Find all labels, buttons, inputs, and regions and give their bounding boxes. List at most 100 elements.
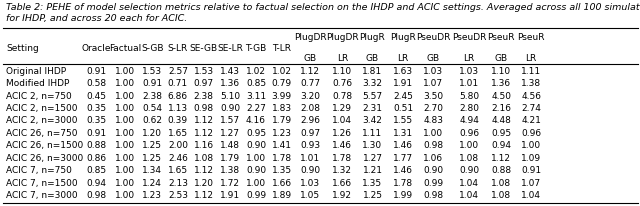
Text: ACIC 2, n=750: ACIC 2, n=750 <box>6 91 72 101</box>
Text: 1.02: 1.02 <box>271 67 292 76</box>
Text: 3.32: 3.32 <box>362 79 383 88</box>
Text: S-GB: S-GB <box>141 44 164 53</box>
Text: 2.74: 2.74 <box>521 104 541 113</box>
Text: 5.57: 5.57 <box>362 91 383 101</box>
Text: 2.27: 2.27 <box>246 104 266 113</box>
Text: 1.00: 1.00 <box>115 166 135 175</box>
Text: 0.90: 0.90 <box>459 166 479 175</box>
Text: 1.12: 1.12 <box>193 116 214 125</box>
Text: 1.06: 1.06 <box>423 154 444 163</box>
Text: 1.16: 1.16 <box>193 141 214 150</box>
Text: 1.78: 1.78 <box>332 154 353 163</box>
Text: 1.08: 1.08 <box>193 154 214 163</box>
Text: 1.01: 1.01 <box>459 79 479 88</box>
Text: 1.35: 1.35 <box>362 179 383 188</box>
Text: 1.12: 1.12 <box>300 67 321 76</box>
Text: 1.21: 1.21 <box>362 166 383 175</box>
Text: 1.04: 1.04 <box>332 116 353 125</box>
Text: 4.48: 4.48 <box>491 116 511 125</box>
Text: 1.91: 1.91 <box>393 79 413 88</box>
Text: 1.04: 1.04 <box>459 191 479 200</box>
Text: PlugR: PlugR <box>360 33 385 42</box>
Text: 1.26: 1.26 <box>332 129 353 138</box>
Text: 1.36: 1.36 <box>491 79 511 88</box>
Text: 1.57: 1.57 <box>220 116 241 125</box>
Text: PseuDR: PseuDR <box>416 33 451 42</box>
Text: 1.46: 1.46 <box>393 166 413 175</box>
Text: Setting: Setting <box>6 44 39 53</box>
Text: 1.65: 1.65 <box>168 166 188 175</box>
Text: ACIC 2, n=3000: ACIC 2, n=3000 <box>6 116 78 125</box>
Text: 2.38: 2.38 <box>193 91 214 101</box>
Text: 0.97: 0.97 <box>300 129 321 138</box>
Text: 0.91: 0.91 <box>86 67 106 76</box>
Text: 0.91: 0.91 <box>86 129 106 138</box>
Text: 1.08: 1.08 <box>491 179 511 188</box>
Text: 0.88: 0.88 <box>86 141 106 150</box>
Text: 2.96: 2.96 <box>300 116 321 125</box>
Text: 1.20: 1.20 <box>142 129 163 138</box>
Text: 3.20: 3.20 <box>300 91 321 101</box>
Text: 1.27: 1.27 <box>362 154 383 163</box>
Text: 0.96: 0.96 <box>521 129 541 138</box>
Text: 1.29: 1.29 <box>332 104 353 113</box>
Text: 1.07: 1.07 <box>423 79 444 88</box>
Text: 1.48: 1.48 <box>220 141 241 150</box>
Text: 0.39: 0.39 <box>168 116 188 125</box>
Text: 0.45: 0.45 <box>86 91 106 101</box>
Text: 1.53: 1.53 <box>142 67 163 76</box>
Text: 1.89: 1.89 <box>271 191 292 200</box>
Text: 1.79: 1.79 <box>220 154 241 163</box>
Text: 1.12: 1.12 <box>193 166 214 175</box>
Text: 0.90: 0.90 <box>246 141 266 150</box>
Text: 1.00: 1.00 <box>115 104 135 113</box>
Text: GB: GB <box>495 54 508 63</box>
Text: 2.80: 2.80 <box>459 104 479 113</box>
Text: 1.46: 1.46 <box>393 141 413 150</box>
Text: 1.00: 1.00 <box>115 116 135 125</box>
Text: 1.00: 1.00 <box>115 141 135 150</box>
Text: T-GB: T-GB <box>245 44 267 53</box>
Text: 1.13: 1.13 <box>168 104 188 113</box>
Text: 1.00: 1.00 <box>423 129 444 138</box>
Text: ACIC 7, n=3000: ACIC 7, n=3000 <box>6 191 78 200</box>
Text: 5.10: 5.10 <box>220 91 241 101</box>
Text: 2.00: 2.00 <box>168 141 188 150</box>
Text: 0.77: 0.77 <box>300 79 321 88</box>
Text: PseuR: PseuR <box>488 33 515 42</box>
Text: 1.12: 1.12 <box>193 191 214 200</box>
Text: 2.31: 2.31 <box>362 104 383 113</box>
Text: 1.05: 1.05 <box>300 191 321 200</box>
Text: 0.91: 0.91 <box>142 79 163 88</box>
Text: 1.00: 1.00 <box>115 179 135 188</box>
Text: 4.21: 4.21 <box>521 116 541 125</box>
Text: 1.08: 1.08 <box>459 154 479 163</box>
Text: 0.35: 0.35 <box>86 104 106 113</box>
Text: 1.10: 1.10 <box>332 67 353 76</box>
Text: ACIC 7, n=1500: ACIC 7, n=1500 <box>6 179 78 188</box>
Text: PlugDR: PlugDR <box>326 33 358 42</box>
Text: 1.00: 1.00 <box>115 67 135 76</box>
Text: 4.83: 4.83 <box>423 116 444 125</box>
Text: 0.90: 0.90 <box>423 166 444 175</box>
Text: 3.99: 3.99 <box>271 91 292 101</box>
Text: 0.99: 0.99 <box>246 191 266 200</box>
Text: Oracle: Oracle <box>81 44 111 53</box>
Text: 1.25: 1.25 <box>362 191 383 200</box>
Text: 1.00: 1.00 <box>246 179 266 188</box>
Text: S-LR: S-LR <box>168 44 188 53</box>
Text: 4.50: 4.50 <box>491 91 511 101</box>
Text: 1.43: 1.43 <box>220 67 241 76</box>
Text: 1.41: 1.41 <box>271 141 292 150</box>
Text: 0.90: 0.90 <box>246 166 266 175</box>
Text: 1.55: 1.55 <box>393 116 413 125</box>
Text: for IHDP, and across 20 each for ACIC.: for IHDP, and across 20 each for ACIC. <box>6 14 188 23</box>
Text: 4.94: 4.94 <box>459 116 479 125</box>
Text: 1.79: 1.79 <box>271 116 292 125</box>
Text: 2.45: 2.45 <box>393 91 413 101</box>
Text: LR: LR <box>463 54 475 63</box>
Text: 1.12: 1.12 <box>193 129 214 138</box>
Text: 1.00: 1.00 <box>246 154 266 163</box>
Text: 1.46: 1.46 <box>332 141 353 150</box>
Text: 1.11: 1.11 <box>521 67 541 76</box>
